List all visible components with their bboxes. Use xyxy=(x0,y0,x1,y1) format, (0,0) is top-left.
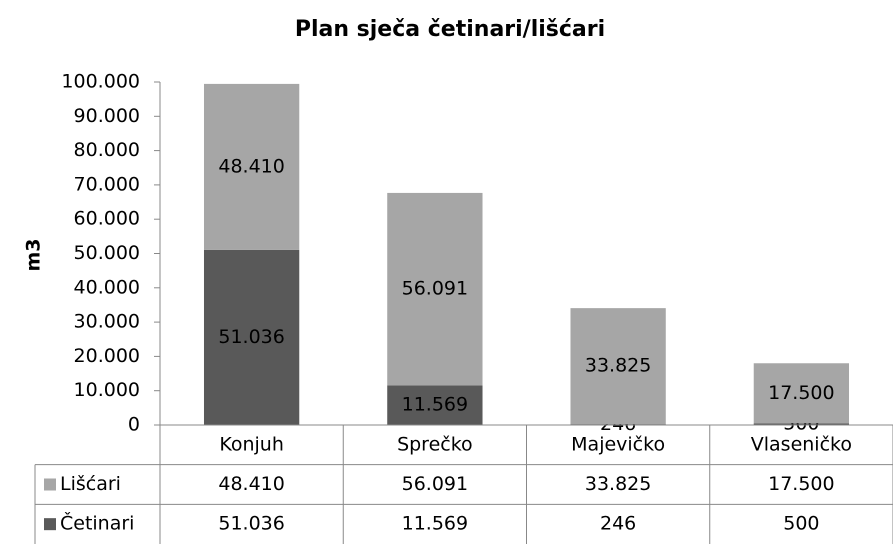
y-tick-label: 100.000 xyxy=(61,71,140,93)
y-tick-label: 20.000 xyxy=(74,345,140,367)
bar-segment xyxy=(753,363,850,424)
data-label: 56.091 xyxy=(402,278,468,300)
legend-swatch xyxy=(44,478,56,491)
bar-segment xyxy=(387,192,483,386)
y-tick-label: 90.000 xyxy=(74,105,140,127)
x-tick-label: Sprečko xyxy=(397,433,473,455)
y-tick-label: 40.000 xyxy=(74,276,140,298)
table-cell: 48.410 xyxy=(218,473,284,495)
table-cell: 17.500 xyxy=(768,473,834,495)
data-label: 51.036 xyxy=(218,326,284,348)
y-tick-label: 80.000 xyxy=(74,139,140,161)
y-axis-title: m3 xyxy=(23,238,45,271)
x-tick-label: Majevičko xyxy=(571,433,665,455)
legend-label: Lišćari xyxy=(60,473,121,495)
bar-segment xyxy=(203,83,300,250)
table-cell: 56.091 xyxy=(402,473,468,495)
data-label: 33.825 xyxy=(585,355,651,377)
y-tick-label: 50.000 xyxy=(74,242,140,264)
bar-segment xyxy=(387,385,483,425)
table-cell: 33.825 xyxy=(585,473,651,495)
x-tick-label: Konjuh xyxy=(219,433,284,455)
y-tick-label: 70.000 xyxy=(74,173,140,195)
chart-title: Plan sječa četinari/lišćari xyxy=(295,17,605,42)
bar-segment xyxy=(753,423,850,425)
data-label: 11.569 xyxy=(402,394,468,416)
x-tick-label: Vlaseničko xyxy=(751,433,852,455)
table-cell: 246 xyxy=(600,513,636,535)
table-cell: 11.569 xyxy=(402,513,468,535)
bar-segment xyxy=(203,249,300,425)
y-tick-label: 10.000 xyxy=(74,379,140,401)
data-label: 17.500 xyxy=(768,382,834,404)
table-cell: 51.036 xyxy=(218,513,284,535)
data-label: 48.410 xyxy=(218,155,284,177)
table-cell: 500 xyxy=(783,513,819,535)
y-tick-label: 60.000 xyxy=(74,208,140,230)
y-tick-label: 30.000 xyxy=(74,311,140,333)
y-tick-label: 0 xyxy=(128,414,140,436)
legend-label: Četinari xyxy=(60,511,134,535)
bar-segment xyxy=(570,308,666,425)
legend-swatch xyxy=(44,518,56,531)
